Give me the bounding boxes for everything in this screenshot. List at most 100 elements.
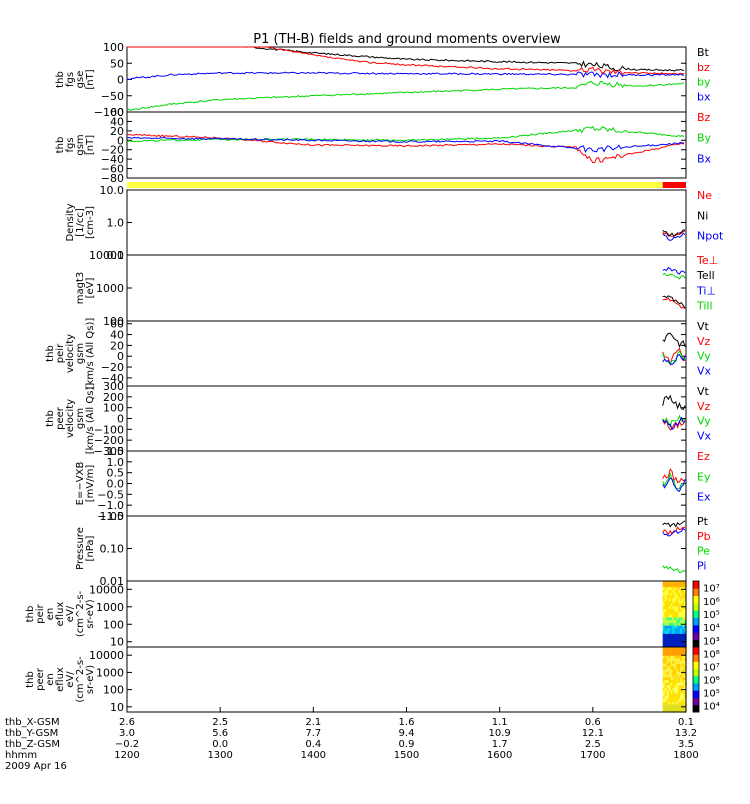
spectrogram-cell — [674, 581, 677, 585]
x-axis-labels: thb_X-GSM 2.6 2.5 2.1 1.6 1.1 0.6 0.1 thb_Y-GSM 3… — [5, 707, 699, 772]
y-tick-label: 10 — [110, 701, 124, 714]
spectrogram-cell — [674, 706, 677, 710]
panel-frame — [126, 515, 687, 582]
spectrogram-cell — [682, 679, 685, 683]
spectrogram-cell — [684, 676, 687, 681]
spectrogram-cell — [668, 636, 671, 640]
x-tick-label: 7.7 — [305, 728, 321, 739]
spectrogram-cell — [674, 619, 677, 623]
spectrogram-cell — [684, 630, 687, 634]
spectrogram-cell — [670, 608, 673, 612]
spectrogram-cell — [674, 652, 677, 656]
spectrogram-cell — [668, 633, 671, 637]
spectrogram-cell — [674, 625, 677, 629]
spectrogram-cell — [666, 666, 670, 670]
x-tick-label: 2.6 — [119, 717, 135, 728]
spectrogram-cell — [678, 703, 681, 708]
x-tick-label: 12.1 — [582, 728, 604, 739]
spectrogram-cell — [684, 709, 687, 713]
spectrogram-cell — [678, 597, 681, 601]
spectrogram-cell — [680, 603, 683, 607]
spectrogram-cell — [676, 698, 679, 702]
y-tick-label: −100 — [94, 106, 124, 119]
colorbar-cell — [693, 699, 699, 702]
y-axis-label: sr-eV) — [85, 599, 96, 628]
legend-entry: Ez — [697, 450, 710, 463]
y-tick-label: 1.5 — [107, 445, 125, 458]
spectrogram-cell — [662, 671, 666, 675]
panel-frame — [126, 320, 687, 387]
spectrogram-cell — [666, 592, 670, 596]
spectrogram-cell — [668, 666, 671, 670]
y-tick-label: 10000 — [89, 649, 124, 662]
spectrogram-cell — [666, 652, 670, 656]
spectrogram-cell — [680, 608, 683, 612]
spectrogram-cell — [672, 698, 675, 702]
spectrogram-cell — [672, 695, 675, 700]
spectrogram-cell — [680, 703, 683, 708]
spectrogram-cell — [672, 647, 675, 651]
y-axis-label: Pressure — [75, 527, 86, 570]
spectrogram-cell — [682, 614, 685, 618]
spectrogram-cell — [676, 655, 679, 659]
panel-pressure: 1.00 0.10 0.01 Pressure [nPa] Pt Pb Pe Pi — [75, 510, 711, 588]
spectrogram-cell — [676, 633, 679, 637]
spectrogram-cell — [676, 622, 679, 626]
spectrogram-cell — [676, 695, 679, 700]
y-axis-label: magt3 — [75, 272, 86, 305]
y-axis-label: en — [45, 608, 56, 621]
spectrogram-cell — [682, 603, 685, 607]
spectrogram-cell — [684, 611, 687, 615]
spectrogram-cell — [662, 706, 666, 710]
spectrogram-cell — [664, 614, 668, 618]
colorbar-cell — [693, 626, 699, 629]
colorbar-cell — [693, 670, 699, 673]
x-tick-label: 0.9 — [399, 739, 415, 750]
colorbar-tick-label: 10⁵ — [703, 610, 720, 621]
spectrogram-cell — [672, 644, 675, 648]
spectrogram-cell — [682, 682, 685, 686]
y-axis-label: (cm^2-s- — [75, 656, 86, 703]
spectrogram-cell — [670, 619, 673, 623]
spectrogram-cell — [682, 666, 685, 670]
spectrogram-cell — [680, 666, 683, 670]
spectrogram-cell — [682, 583, 685, 588]
colorbar-cell — [693, 608, 699, 611]
spectrogram-cell — [682, 611, 685, 615]
colorbar-tick-label: 10⁶ — [703, 676, 720, 687]
spectrogram-cell — [684, 638, 687, 643]
series-line-by — [126, 80, 685, 111]
spectrogram-cell — [678, 586, 681, 590]
spectrogram-cell — [670, 638, 673, 643]
colorbar-cell — [693, 592, 699, 595]
spectrogram-cell — [668, 611, 671, 615]
colorbar-cell — [693, 593, 699, 596]
colorbar-cell — [693, 630, 699, 633]
spectrogram-cell — [680, 581, 683, 585]
spectrogram-cell — [664, 693, 668, 697]
y-tick-label: −20 — [101, 144, 124, 157]
spectrogram-cell — [662, 655, 666, 659]
spectrogram-cell — [674, 594, 677, 599]
spectrogram-cell — [668, 687, 671, 691]
x-axis-row-label: hhmm — [5, 750, 37, 761]
spectrogram-cell — [678, 619, 681, 623]
spectrogram-cell — [674, 614, 677, 618]
colorbar-cell — [693, 710, 699, 713]
spectrogram-cell — [674, 622, 677, 626]
spectrogram-cell — [668, 630, 671, 634]
spectrogram-cell — [664, 589, 668, 593]
spectrogram-cell — [664, 605, 668, 610]
colorbar-cell — [693, 617, 699, 620]
y-tick-label: 1.00 — [100, 510, 125, 523]
y-tick-label: 100 — [103, 618, 124, 631]
spectrogram-cell — [682, 706, 685, 710]
y-axis-label: eV/ — [65, 671, 76, 688]
spectrogram-cell — [678, 633, 681, 637]
x-tick-label: 2.1 — [305, 717, 321, 728]
series-line-ni — [662, 229, 686, 237]
spectrogram-cell — [684, 589, 687, 593]
spectrogram-cell — [672, 622, 675, 626]
spectrogram-cell — [668, 600, 671, 604]
spectrogram-cell — [680, 674, 683, 678]
